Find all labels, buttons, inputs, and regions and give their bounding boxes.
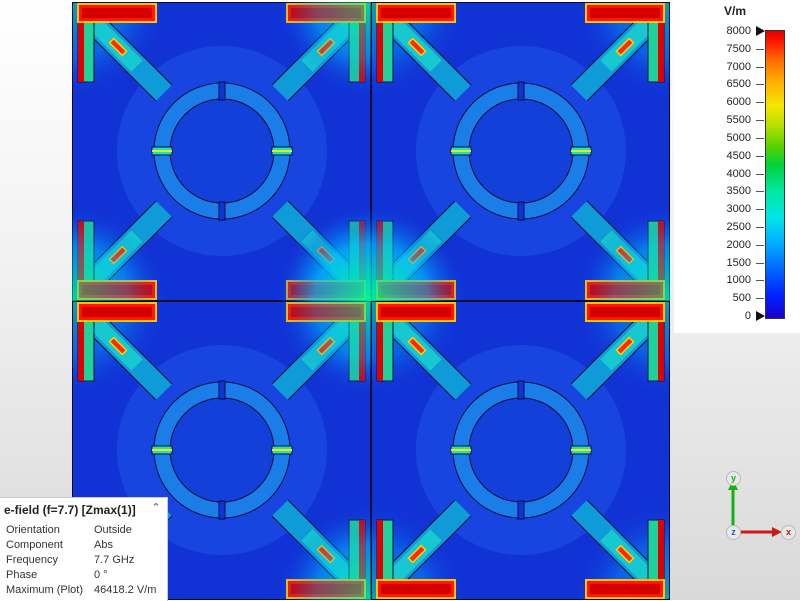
max-marker-icon (756, 26, 765, 36)
legend-tick-mark (756, 120, 764, 122)
y-axis-label: y (726, 471, 741, 486)
legend-tick-mark (756, 173, 764, 175)
legend-tick-label: 3000 (726, 203, 751, 216)
legend-tick-label: 1500 (726, 256, 751, 269)
legend-tick-mark (756, 244, 764, 246)
legend-tick-label: 4000 (726, 167, 751, 180)
legend-tick-label: 7000 (726, 60, 751, 73)
legend-tick-mark (756, 155, 764, 157)
legend-unit-label: V/m (724, 4, 747, 18)
colorbar (765, 30, 785, 319)
info-row: Phase 0 ° (6, 569, 166, 584)
legend-tick-mark (756, 298, 764, 300)
info-key: Frequency (6, 554, 58, 566)
z-axis-label: z (726, 525, 741, 540)
legend-tick-label: 6500 (726, 78, 751, 91)
info-value: 0 ° (94, 569, 108, 581)
efield-plot-view[interactable] (72, 2, 670, 600)
info-key: Phase (6, 569, 38, 581)
legend-tick-label: 5000 (726, 131, 751, 144)
color-legend: V/m 8000 7500 7000 6500 6000 5500 5000 4500 4000… (674, 0, 800, 333)
info-key: Component (6, 539, 63, 551)
legend-tick-label: 1000 (726, 274, 751, 287)
legend-tick-mark (756, 226, 764, 228)
info-value: Outside (94, 524, 132, 536)
legend-tick-label: 0 (744, 310, 751, 322)
legend-tick-label: 6000 (726, 96, 751, 109)
axis-triad: y z x (718, 466, 800, 548)
legend-tick-label: 2000 (726, 238, 751, 251)
info-row: Component Abs (6, 539, 166, 554)
legend-tick-label: 7500 (726, 42, 751, 55)
legend-tick-mark (756, 262, 764, 264)
legend-tick-label: 500 (732, 292, 751, 305)
legend-tick-label: 5500 (726, 114, 751, 127)
legend-tick-label: 4500 (726, 149, 751, 162)
x-axis-label: x (781, 525, 796, 540)
legend-tick-mark (756, 66, 764, 68)
info-row: Frequency 7.7 GHz (6, 554, 166, 569)
info-row: Maximum (Plot) 46418.2 V/m (6, 584, 166, 599)
unit-cell (276, 206, 670, 600)
info-key: Maximum (Plot) (6, 584, 84, 596)
legend-tick-mark (756, 280, 764, 282)
legend-tick-mark (756, 137, 764, 139)
legend-tick-mark (756, 84, 764, 86)
legend-tick-mark (756, 102, 764, 104)
efield-plot (72, 2, 670, 600)
legend-tick-mark (756, 209, 764, 211)
info-row: Orientation Outside (6, 524, 166, 539)
info-key: Orientation (6, 524, 60, 536)
legend-tick-label: 2500 (726, 220, 751, 233)
info-value: Abs (94, 539, 113, 551)
min-marker-icon (756, 311, 765, 321)
info-value: 7.7 GHz (94, 554, 135, 566)
chevron-up-icon[interactable]: ⌃ (151, 502, 161, 514)
plot-info-title: e-field (f=7.7) [Zmax(1)] (4, 503, 136, 517)
legend-tick-label: 3500 (726, 185, 751, 198)
legend-tick-mark (756, 191, 764, 193)
legend-tick-label: 8000 (726, 25, 751, 37)
info-value: 46418.2 V/m (94, 584, 157, 596)
legend-tick-mark (756, 48, 764, 50)
plot-info-box: e-field (f=7.7) [Zmax(1)] ⌃ Orientation … (0, 497, 168, 601)
